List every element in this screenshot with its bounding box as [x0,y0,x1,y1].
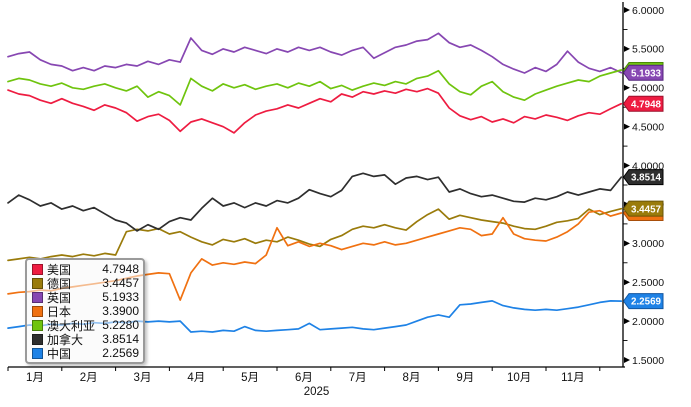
x-tick-label: 5月 [241,372,259,384]
y-axis-tick-arrow [624,357,630,363]
legend-swatch-uk [32,291,43,303]
legend-item-canada: 加拿大 3.8514 [32,332,139,347]
legend: 美国 4.7948 德国 3.4457 英国 5.1933 日本 3.3900 澳大利亚 5.22… [25,258,145,364]
axis-value-tag-label-canada: 3.8514 [631,173,662,184]
x-tick-label: 1月 [26,372,44,384]
axis-value-tag-label-usa: 4.7948 [631,99,662,110]
legend-value-usa: 4.7948 [102,262,139,276]
legend-value-canada: 3.8514 [102,332,139,346]
legend-label-australia: 澳大利亚 [47,318,96,333]
y-axis-tick-arrow [624,123,630,130]
legend-value-japan: 3.3900 [102,304,139,318]
legend-label-germany: 德国 [47,276,72,291]
x-tick-label: 6月 [295,372,313,384]
y-axis-tick-arrow [624,45,630,52]
legend-swatch-australia [32,319,43,331]
legend-swatch-china [32,347,43,359]
y-tick-label: 1.5000 [632,355,664,367]
y-axis-tick-arrow [624,240,630,247]
legend-value-australia: 5.2280 [102,318,139,332]
x-axis-year-label: 2025 [304,386,330,398]
axis-value-tag-china [622,293,664,310]
series-line-canada [7,172,623,232]
y-tick-label: 5.0000 [632,83,664,95]
legend-item-china: 中国 2.2569 [32,346,139,361]
y-axis-tick-arrow [624,318,630,325]
legend-item-usa: 美国 4.7948 [32,262,139,277]
series-line-uk [7,32,623,74]
legend-swatch-japan [32,305,43,317]
x-tick-label: 4月 [187,372,205,384]
y-tick-label: 4.5000 [632,121,664,133]
y-tick-label: 5.5000 [632,44,664,56]
legend-label-canada: 加拿大 [47,332,84,347]
series-line-australia [7,69,623,106]
legend-swatch-canada [32,333,43,345]
y-axis-tick-arrow [624,84,630,91]
x-tick-label: 10月 [507,372,531,384]
legend-value-china: 2.2569 [102,346,139,360]
axis-value-tag-label-germany: 3.4457 [631,204,662,215]
y-tick-label: 3.0000 [632,238,664,250]
x-tick-label: 3月 [134,372,152,384]
legend-label-usa: 美国 [47,262,72,277]
axis-value-tag-label-china: 2.2569 [631,297,662,308]
series-line-usa [7,87,623,134]
x-tick-label: 2月 [80,372,98,384]
x-tick-label: 9月 [456,372,474,384]
legend-label-japan: 日本 [47,304,72,319]
legend-item-japan: 日本 3.3900 [32,304,139,319]
y-tick-label: 6.0000 [632,5,664,17]
series-line-germany [7,207,623,262]
legend-swatch-usa [32,263,43,275]
axis-value-tag-uk [622,64,664,81]
axis-value-tag-canada [622,169,664,186]
y-axis-tick-arrow [624,279,630,286]
legend-label-china: 中国 [47,346,72,361]
legend-swatch-germany [32,277,43,289]
legend-item-australia: 澳大利亚 5.2280 [32,318,139,333]
legend-label-uk: 英国 [47,290,72,305]
axis-value-tag-label-uk: 5.1933 [631,68,662,79]
legend-value-uk: 5.1933 [102,290,139,304]
y-axis-tick-arrow [624,7,630,13]
axis-value-tag-germany [622,200,664,217]
y-tick-label: 2.0000 [632,316,664,328]
legend-value-germany: 3.4457 [102,276,139,290]
x-tick-label: 8月 [403,372,421,384]
legend-item-uk: 英国 5.1933 [32,290,139,305]
axis-value-tag-usa [622,95,664,112]
y-axis-tick-arrow [624,162,630,169]
x-tick-label: 11月 [561,372,584,384]
x-tick-label: 7月 [349,372,367,384]
y-tick-label: 2.5000 [632,277,664,289]
legend-item-germany: 德国 3.4457 [32,276,139,291]
